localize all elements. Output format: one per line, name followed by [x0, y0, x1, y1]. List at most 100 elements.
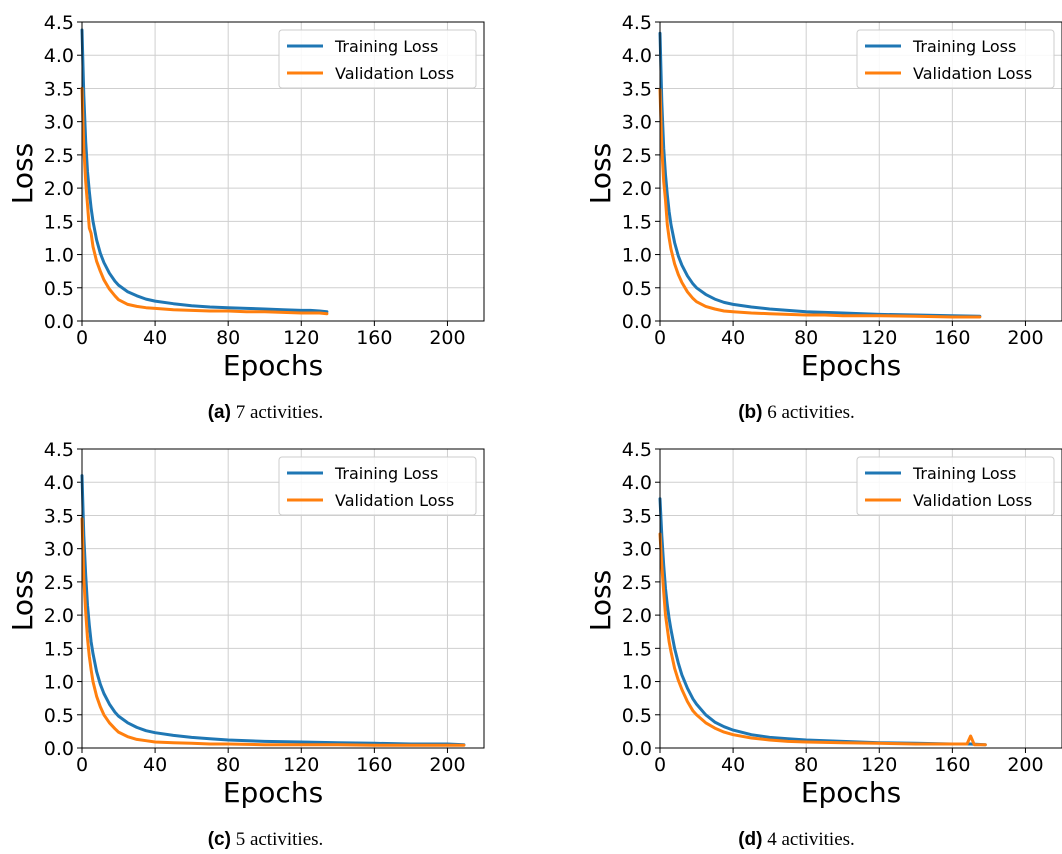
x-tick-label: 0 — [76, 754, 88, 776]
y-tick-label: 0.5 — [44, 278, 74, 300]
caption-c: (c) 5 activities. — [0, 829, 531, 851]
x-tick-label: 80 — [216, 754, 240, 776]
legend: Training Loss Validation Loss — [856, 29, 1055, 89]
training-loss-line — [80, 28, 329, 314]
plot-frame — [81, 448, 485, 749]
validation-loss-line — [658, 532, 987, 747]
x-tick-label: 80 — [216, 327, 240, 349]
validation-loss-line — [80, 517, 466, 747]
y-tick-label: 3.0 — [44, 539, 74, 561]
y-tick-label: 3.5 — [622, 78, 652, 100]
caption-b: (b) 6 activities. — [531, 402, 1062, 424]
y-tick-label: 0.0 — [44, 738, 74, 760]
x-tick-label: 0 — [76, 327, 88, 349]
x-axis-label: Epochs — [223, 349, 323, 382]
x-tick-label: 160 — [356, 754, 392, 776]
legend-label: Validation Loss — [913, 491, 1032, 510]
y-tick-label: 4.0 — [44, 45, 74, 67]
y-tick-label: 0.0 — [622, 311, 652, 333]
y-tick-label: 2.0 — [44, 605, 74, 627]
caption-tag: (d) — [738, 829, 763, 850]
legend-label: Validation Loss — [335, 64, 454, 83]
legend-label: Training Loss — [912, 464, 1016, 483]
y-tick-label: 2.5 — [622, 145, 652, 167]
legend-box — [856, 29, 1055, 89]
chart-panel-d: 0 40 80 120 160 200 0.0 0.5 1.0 1.5 2.0 2.5 3.0 3.5 4.… — [578, 427, 1062, 854]
plot-frame — [659, 448, 1062, 749]
legend: Training Loss Validation Loss — [278, 456, 477, 516]
y-tick-label: 2.0 — [622, 605, 652, 627]
y-tick-label: 2.0 — [622, 178, 652, 200]
x-tick-label: 40 — [143, 754, 167, 776]
y-axis-label: Loss — [584, 570, 617, 631]
x-axis-label: Epochs — [801, 349, 901, 382]
y-tick-label: 3.0 — [44, 112, 74, 134]
y-axis-label: Loss — [6, 570, 39, 631]
x-tick-label: 200 — [429, 327, 465, 349]
loss-chart-d: 0 40 80 120 160 200 0.0 0.5 1.0 1.5 2.0 2.5 3.0 3.5 4.… — [584, 439, 1062, 809]
y-tick-label: 1.5 — [44, 211, 74, 233]
y-tick-label: 2.5 — [44, 145, 74, 167]
y-tick-label: 4.5 — [622, 12, 652, 34]
y-tick-label: 1.0 — [622, 672, 652, 694]
x-tick-label: 200 — [1007, 754, 1043, 776]
x-tick-label: 40 — [721, 754, 745, 776]
legend-box — [278, 29, 477, 89]
legend: Training Loss Validation Loss — [278, 29, 477, 89]
validation-loss-line — [80, 86, 329, 316]
y-tick-label: 3.5 — [44, 78, 74, 100]
x-tick-label: 120 — [283, 327, 319, 349]
caption-tag: (b) — [738, 402, 763, 423]
training-loss-line — [658, 31, 982, 318]
y-tick-label: 2.5 — [44, 572, 74, 594]
caption-text: 4 activities. — [767, 829, 855, 850]
x-axis-label: Epochs — [223, 776, 323, 809]
caption-text: 6 activities. — [767, 402, 855, 423]
legend-box — [856, 456, 1055, 516]
x-tick-label: 80 — [794, 754, 818, 776]
chart-panel-c: 0 40 80 120 160 200 0.0 0.5 1.0 1.5 2.0 2.5 3.0 3.5 4.… — [0, 427, 531, 854]
x-tick-label: 120 — [283, 754, 319, 776]
x-tick-label: 0 — [654, 754, 666, 776]
legend-label: Training Loss — [334, 464, 438, 483]
y-tick-label: 3.0 — [622, 539, 652, 561]
legend-label: Validation Loss — [335, 491, 454, 510]
plot-frame — [81, 21, 485, 322]
y-tick-label: 4.5 — [44, 439, 74, 461]
y-tick-label: 0.0 — [44, 311, 74, 333]
caption-tag: (a) — [207, 402, 231, 423]
loss-chart-b: 0 40 80 120 160 200 0.0 0.5 1.0 1.5 2.0 2.5 3.0 3.5 4.… — [584, 12, 1062, 382]
y-tick-label: 2.0 — [44, 178, 74, 200]
y-tick-label: 0.0 — [622, 738, 652, 760]
x-axis-label: Epochs — [801, 776, 901, 809]
caption-text: 7 activities. — [235, 402, 324, 423]
y-tick-label: 3.5 — [622, 505, 652, 527]
y-tick-label: 1.5 — [622, 638, 652, 660]
validation-loss-line — [658, 88, 982, 319]
caption-text: 5 activities. — [235, 829, 324, 850]
legend-label: Training Loss — [912, 37, 1016, 56]
y-tick-label: 1.5 — [622, 211, 652, 233]
x-tick-label: 40 — [143, 327, 167, 349]
x-tick-label: 120 — [861, 327, 897, 349]
x-tick-label: 120 — [861, 754, 897, 776]
y-tick-label: 4.0 — [622, 472, 652, 494]
caption-tag: (c) — [207, 829, 231, 850]
y-axis-label: Loss — [6, 143, 39, 204]
x-tick-label: 80 — [794, 327, 818, 349]
loss-chart-a: 0 40 80 120 160 200 0.0 0.5 1.0 1.5 2.0 2.5 3.0 3.5 4.… — [6, 12, 485, 382]
y-tick-label: 0.5 — [622, 278, 652, 300]
training-loss-line — [80, 474, 466, 747]
x-tick-label: 0 — [654, 327, 666, 349]
x-tick-label: 200 — [429, 754, 465, 776]
training-loss-line — [658, 497, 987, 747]
caption-a: (a) 7 activities. — [0, 402, 531, 424]
y-tick-label: 1.5 — [44, 638, 74, 660]
legend-box — [278, 456, 477, 516]
y-tick-label: 0.5 — [44, 705, 74, 727]
y-tick-label: 1.0 — [44, 672, 74, 694]
x-tick-label: 160 — [356, 327, 392, 349]
y-tick-label: 4.0 — [44, 472, 74, 494]
loss-chart-c: 0 40 80 120 160 200 0.0 0.5 1.0 1.5 2.0 2.5 3.0 3.5 4.… — [6, 439, 485, 809]
y-tick-label: 4.5 — [622, 439, 652, 461]
